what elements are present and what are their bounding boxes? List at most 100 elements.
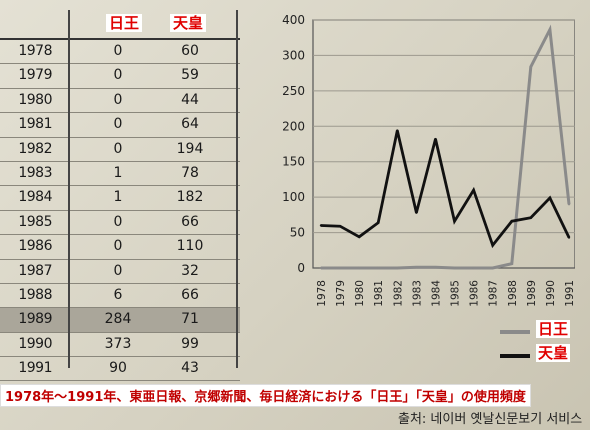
nichio-cell: 284 — [104, 311, 132, 328]
nichio-cell: 0 — [113, 238, 123, 255]
table-row: 1991 90 43 — [0, 357, 240, 382]
series-line-nichio — [321, 24, 571, 270]
x-tick-label: 1987 — [488, 280, 500, 307]
data-point-tenno — [453, 220, 456, 223]
tenno-cell: 110 — [176, 238, 204, 255]
nichio-cell: 0 — [113, 67, 123, 84]
table-row: 1979 0 59 — [0, 64, 240, 89]
table-row: 1989 284 71 — [0, 308, 240, 333]
tenno-cell: 71 — [181, 311, 199, 328]
year-cell: 1979 — [18, 67, 52, 84]
data-point-nichio — [548, 28, 552, 31]
year-cell: 1985 — [18, 213, 52, 230]
legend-item-tenno: 天皇 — [500, 344, 590, 368]
y-tick-label: 100 — [282, 190, 305, 204]
data-table: 日王 天皇 1978 0 60 1979 0 59 1980 0 44 1981 0 64 1982 0 1… — [0, 10, 240, 382]
data-point-tenno — [491, 244, 494, 247]
tenno-cell: 59 — [181, 67, 199, 84]
year-cell: 1989 — [18, 311, 52, 328]
data-point-nichio — [453, 266, 456, 270]
x-tick-label: 1982 — [392, 280, 404, 307]
nichio-cell: 1 — [113, 164, 123, 181]
x-tick-label: 1986 — [469, 280, 481, 307]
x-tick-label: 1983 — [411, 280, 423, 307]
nichio-cell: 1 — [113, 189, 123, 206]
data-point-nichio — [529, 65, 533, 68]
table-row: 1987 0 32 — [0, 260, 240, 284]
year-cell: 1986 — [18, 238, 52, 255]
legend-label-nichio: 日王 — [536, 320, 571, 338]
tenno-cell: 60 — [181, 43, 199, 59]
data-point-tenno — [396, 129, 399, 132]
data-point-tenno — [338, 224, 342, 228]
nichio-cell: 0 — [113, 140, 123, 157]
table-row: 1990 373 99 — [0, 333, 240, 358]
data-point-tenno — [434, 137, 437, 141]
x-tick-label: 1988 — [507, 280, 519, 307]
year-cell: 1983 — [18, 164, 52, 181]
data-point-tenno — [377, 221, 380, 224]
y-tick-label: 200 — [282, 119, 305, 133]
header-tenno: 天皇 — [170, 14, 207, 32]
data-point-tenno — [548, 196, 552, 200]
data-point-nichio — [338, 266, 342, 270]
column-divider — [68, 10, 70, 368]
year-cell: 1978 — [18, 43, 52, 59]
y-tick-label: 250 — [282, 84, 305, 98]
nichio-cell: 0 — [113, 213, 123, 230]
year-cell: 1984 — [18, 189, 52, 206]
nichio-cell: 0 — [113, 262, 123, 279]
table-row: 1983 1 78 — [0, 162, 240, 187]
nichio-cell: 0 — [113, 43, 123, 59]
tenno-cell: 66 — [181, 286, 199, 303]
table-row: 1978 0 60 — [0, 40, 240, 65]
year-cell: 1982 — [18, 140, 52, 157]
data-point-nichio — [377, 266, 380, 270]
tenno-cell: 43 — [181, 360, 199, 377]
tenno-cell: 194 — [176, 140, 204, 157]
year-cell: 1988 — [18, 286, 52, 303]
data-point-tenno — [319, 224, 323, 227]
legend-item-nichio: 日王 — [500, 320, 590, 344]
table-row: 1986 0 110 — [0, 235, 240, 260]
data-point-nichio — [357, 266, 361, 270]
table-row: 1984 1 182 — [0, 186, 240, 211]
data-point-tenno — [415, 211, 418, 214]
table-right-border — [236, 10, 238, 368]
table-row: 1981 0 64 — [0, 113, 240, 138]
year-cell: 1991 — [18, 360, 52, 377]
series-line-tenno — [320, 130, 571, 249]
y-tick-label: 300 — [282, 48, 305, 62]
year-cell: 1981 — [18, 116, 52, 133]
x-tick-label: 1991 — [564, 280, 575, 307]
x-tick-label: 1984 — [430, 280, 442, 307]
y-tick-label: 50 — [290, 226, 305, 240]
table-row: 1982 0 194 — [0, 138, 240, 162]
table-row: 1985 0 66 — [0, 211, 240, 236]
x-tick-label: 1980 — [354, 280, 366, 307]
data-point-nichio — [396, 266, 399, 270]
data-point-nichio — [472, 266, 475, 270]
tenno-cell: 66 — [181, 213, 199, 230]
tenno-cell: 32 — [181, 262, 199, 279]
nichio-cell: 0 — [113, 91, 123, 108]
nichio-cell: 373 — [104, 335, 132, 352]
nichio-cell: 6 — [113, 286, 123, 303]
legend-label-tenno: 天皇 — [536, 344, 571, 362]
legend-swatch-tenno — [500, 354, 530, 358]
year-cell: 1990 — [18, 335, 52, 352]
nichio-cell: 90 — [109, 360, 127, 377]
line-chart: 0 50 100 150 200 250 300 400 1978 1979 1980 1981 198… — [282, 13, 575, 307]
data-point-tenno — [529, 216, 533, 219]
x-tick-label: 1990 — [545, 280, 557, 307]
x-tick-label: 1989 — [526, 280, 538, 307]
data-point-nichio — [319, 266, 323, 270]
legend-swatch-nichio — [500, 330, 530, 334]
nichio-cell: 0 — [113, 116, 123, 133]
header-nichio: 日王 — [106, 14, 143, 32]
data-point-nichio — [567, 203, 571, 206]
data-point-tenno — [567, 236, 571, 239]
data-point-tenno — [357, 235, 361, 239]
year-cell: 1980 — [18, 91, 52, 108]
